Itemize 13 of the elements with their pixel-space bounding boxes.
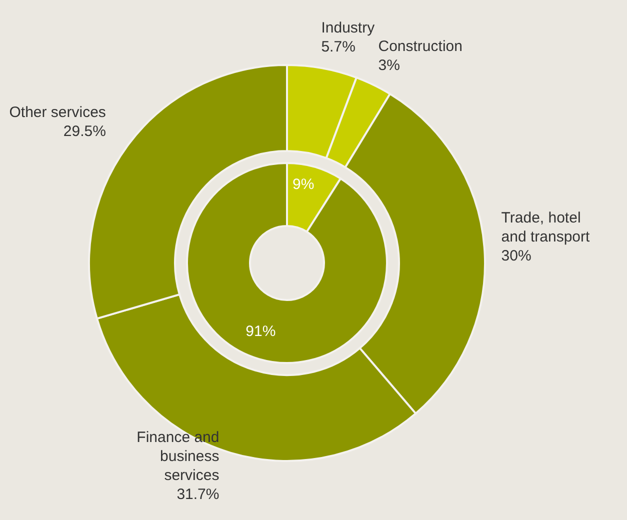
data-label: 3%: [378, 57, 400, 74]
slice-label: Industry: [321, 20, 376, 37]
data-label: 9%: [292, 176, 314, 194]
slice-label: Trade, hotel and transport: [501, 209, 591, 246]
slice-label: Construction: [378, 38, 462, 56]
slice-label: Finance and business services: [136, 428, 220, 484]
data-label: 29.5%: [63, 123, 106, 140]
data-label: 91%: [246, 322, 276, 340]
data-label: 5.7%: [321, 38, 356, 56]
slice-label: Other services: [9, 104, 106, 122]
data-label: 30%: [501, 247, 532, 264]
data-label: 31.7%: [176, 486, 220, 503]
donut-slice: [186, 162, 388, 364]
